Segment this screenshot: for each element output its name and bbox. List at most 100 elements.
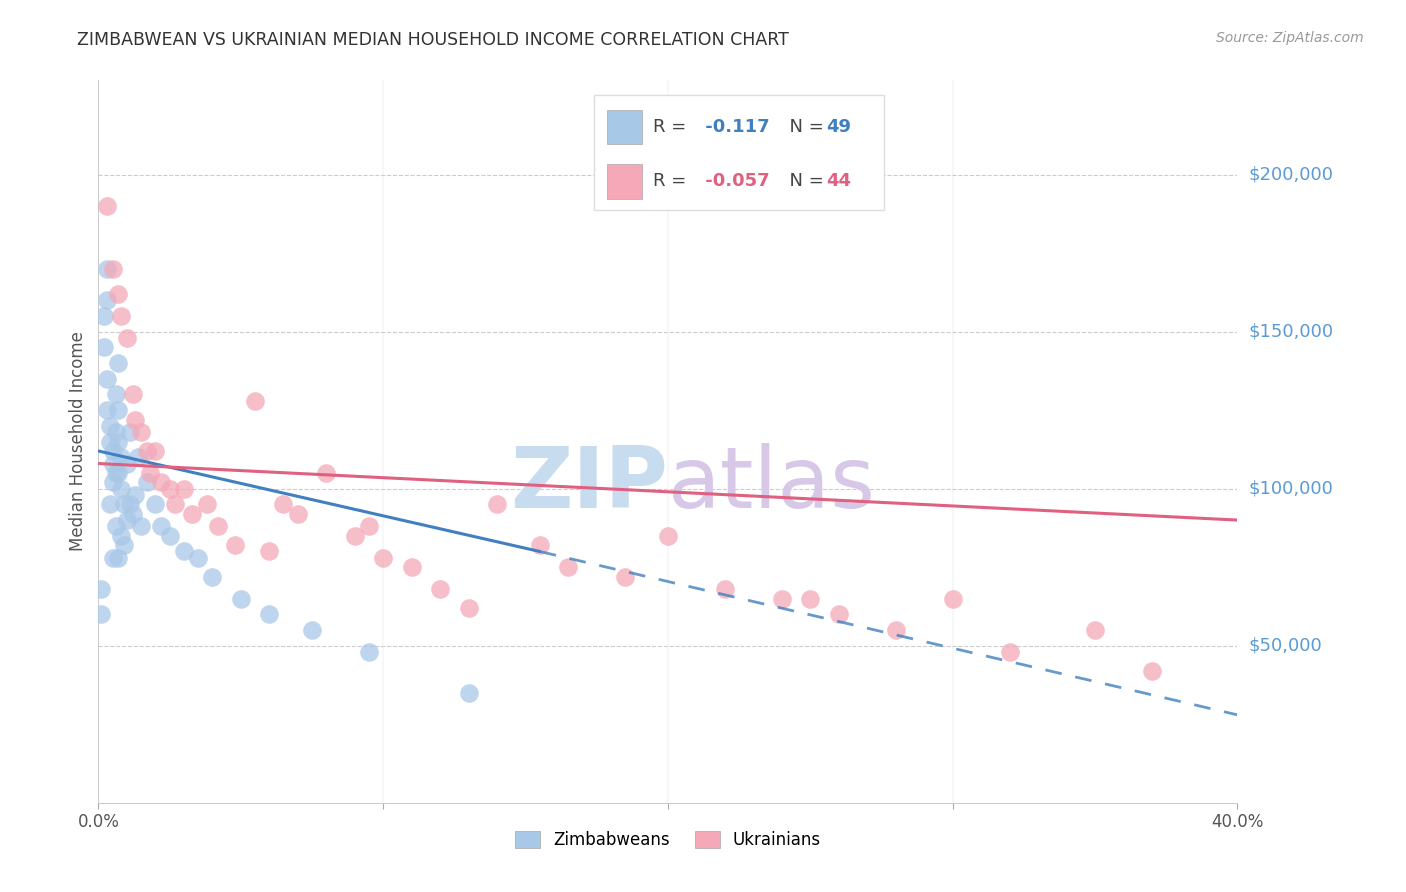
Point [1084,623,1107,637]
Point [486,497,509,511]
Point [107,356,129,370]
Point [173,482,195,496]
Point [135,475,157,490]
Point [121,507,143,521]
Point [357,519,380,533]
Point [107,466,129,480]
Point [457,686,479,700]
Point [118,497,141,511]
Point [429,582,451,597]
Point [107,286,129,301]
Point [401,560,423,574]
Point [129,425,152,439]
Point [98,434,121,449]
Text: 49: 49 [827,118,851,136]
Point [243,393,266,408]
Point [115,331,138,345]
Point [150,519,173,533]
Point [124,488,146,502]
Point [127,450,149,465]
Text: ZIP: ZIP [510,443,668,526]
Point [165,497,187,511]
Point [107,550,129,565]
Point [315,466,337,480]
Text: 44: 44 [827,172,851,190]
Point [98,418,121,433]
Point [110,482,132,496]
Point [159,482,181,496]
Point [101,457,124,471]
Point [96,372,118,386]
Point [104,519,127,533]
Point [207,519,229,533]
Point [343,529,366,543]
Point [173,544,195,558]
Point [124,412,146,426]
Point [104,425,127,439]
Point [104,466,127,480]
Point [90,607,112,622]
Point [93,340,115,354]
Text: ZIMBABWEAN VS UKRAINIAN MEDIAN HOUSEHOLD INCOME CORRELATION CHART: ZIMBABWEAN VS UKRAINIAN MEDIAN HOUSEHOLD… [77,31,789,49]
Text: $150,000: $150,000 [1249,323,1333,341]
Text: Source: ZipAtlas.com: Source: ZipAtlas.com [1216,31,1364,45]
Point [96,293,118,308]
Point [229,591,252,606]
Point [457,601,479,615]
Point [112,497,135,511]
Point [110,450,132,465]
Y-axis label: Median Household Income: Median Household Income [69,332,87,551]
Point [118,425,141,439]
Point [373,550,395,565]
Point [101,550,124,565]
Point [529,538,551,552]
Point [96,403,118,417]
Point [121,387,143,401]
Point [195,497,218,511]
Point [138,466,160,480]
FancyBboxPatch shape [593,95,884,211]
Point [129,519,152,533]
Point [110,529,132,543]
Point [112,538,135,552]
Point [93,309,115,323]
Point [714,582,737,597]
Point [942,591,965,606]
FancyBboxPatch shape [607,164,641,199]
Point [273,497,295,511]
Point [135,444,157,458]
Point [201,569,224,583]
Text: N =: N = [779,172,830,190]
Text: N =: N = [779,118,830,136]
Point [104,387,127,401]
Point [357,645,380,659]
Point [115,457,138,471]
Point [181,507,204,521]
Point [107,434,129,449]
Point [770,591,793,606]
FancyBboxPatch shape [607,110,641,145]
Point [557,560,579,574]
Point [287,507,309,521]
Point [614,569,637,583]
Text: R =: R = [652,172,692,190]
Text: $100,000: $100,000 [1249,480,1333,498]
Text: $200,000: $200,000 [1249,166,1333,184]
Point [145,497,167,511]
Point [150,475,173,490]
Point [259,607,281,622]
Legend: Zimbabweans, Ukrainians: Zimbabweans, Ukrainians [508,824,828,856]
Point [657,529,679,543]
Point [96,261,118,276]
Point [110,309,132,323]
Point [96,199,118,213]
Text: atlas: atlas [668,443,876,526]
Point [301,623,323,637]
Point [101,261,124,276]
Point [90,582,112,597]
Point [98,497,121,511]
Text: R =: R = [652,118,692,136]
Point [828,607,851,622]
Point [115,513,138,527]
Point [884,623,907,637]
